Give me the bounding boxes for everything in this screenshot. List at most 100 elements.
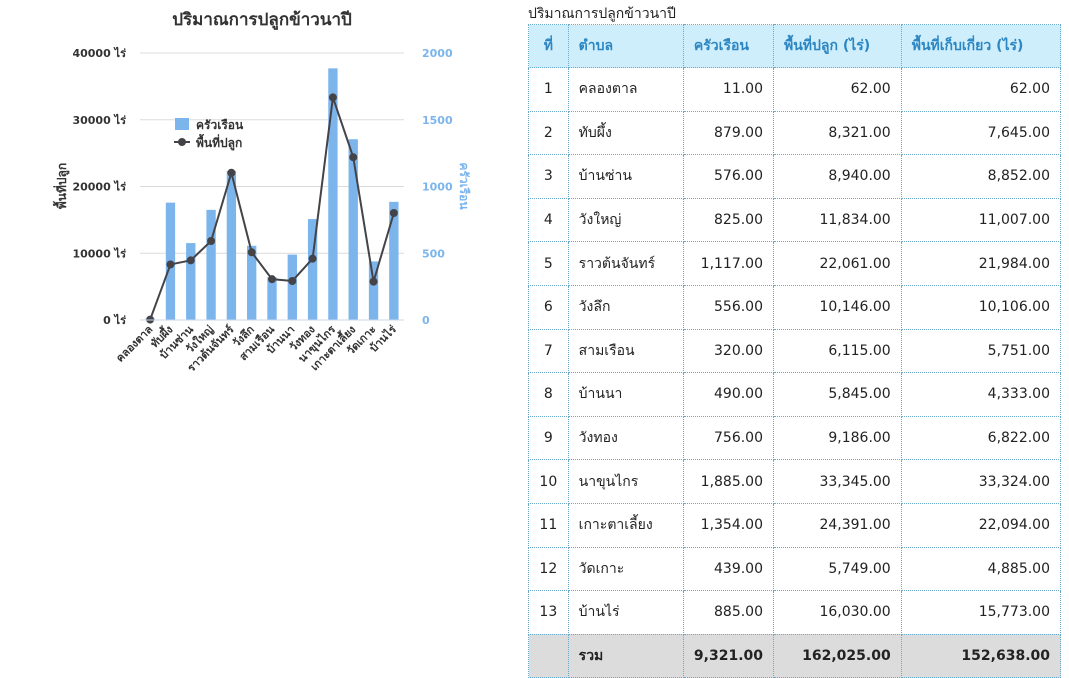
cell-planted: 11,834.00 [773, 197, 902, 243]
cell-harvested: 15,773.00 [900, 590, 1062, 635]
cell-harvested: 5,751.00 [900, 328, 1062, 374]
cell-planted: 8,940.00 [773, 154, 902, 199]
legend-line-label: พื้นที่ปลูก [196, 133, 242, 151]
cell-households: 556.00 [682, 284, 775, 330]
cell-no: 3 [528, 154, 569, 199]
bar [186, 243, 196, 320]
table-row: 3 บ้านซ่าน 576.00 8,940.00 8,852.00 [528, 154, 1062, 199]
cell-subdistrict: นาขุนไกร [567, 459, 684, 504]
cell-subdistrict: คลองตาล [567, 67, 684, 112]
cell-harvested: 6,822.00 [900, 415, 1062, 461]
right-axis-title: ครัวเรือน [457, 162, 471, 210]
cell-no [528, 633, 569, 678]
line-point [247, 248, 256, 257]
line-point [369, 277, 378, 286]
line-point [186, 256, 195, 265]
table-row: 13 บ้านไร่ 885.00 16,030.00 15,773.00 [528, 590, 1062, 635]
combo-chart: ปริมาณการปลูกข้าวนาปี 40000 ไร่ 2000 30000… [52, 9, 471, 375]
line-point [166, 260, 175, 269]
table-row: 2 ทับผึ้ง 879.00 8,321.00 7,645.00 [528, 110, 1062, 156]
line-point [328, 93, 337, 102]
line-point [349, 153, 358, 162]
cell-households: 1,117.00 [682, 241, 775, 286]
total-label: รวม [567, 633, 684, 678]
cell-no: 5 [528, 241, 569, 286]
cell-planted: 62.00 [773, 67, 902, 112]
cell-subdistrict: เกาะตาเลี้ยง [567, 502, 684, 548]
cell-subdistrict: บ้านไร่ [567, 590, 684, 635]
right-axis-tick-label: 2000 [422, 47, 453, 60]
table-row: 12 วัดเกาะ 439.00 5,749.00 4,885.00 [528, 546, 1062, 592]
cell-no: 4 [528, 197, 569, 243]
left-axis-tick-label: 0 ไร่ [103, 313, 126, 327]
bar [206, 209, 216, 320]
line-point [268, 275, 276, 284]
line-point [389, 208, 398, 217]
cell-planted: 24,391.00 [773, 502, 902, 548]
cell-subdistrict: วังลึก [567, 284, 684, 330]
cell-households: 1,354.00 [682, 502, 775, 548]
cell-subdistrict: วังใหญ่ [567, 197, 684, 243]
bar [368, 261, 379, 320]
cell-no: 9 [528, 415, 569, 461]
legend-bar-swatch [175, 118, 189, 130]
cell-no: 7 [528, 328, 569, 374]
cell-households: 439.00 [682, 546, 775, 592]
bar [287, 254, 297, 320]
cell-subdistrict: สามเรือน [567, 328, 684, 374]
cell-harvested: 4,333.00 [900, 372, 1062, 417]
line-series [146, 93, 398, 324]
legend-bar-label: ครัวเรือน [196, 118, 244, 132]
bar [226, 170, 237, 320]
table-row: 5 ราวต้นจันทร์ 1,117.00 22,061.00 21,984.00 [528, 241, 1062, 286]
cell-no: 13 [528, 590, 569, 635]
cell-harvested: 7,645.00 [900, 110, 1062, 156]
data-table: ที่ ตำบล ครัวเรือน พื้นที่ปลูก (ไร่) พื้… [528, 24, 1062, 678]
line-point [308, 254, 317, 263]
right-axis-tick-label: 1000 [422, 181, 453, 194]
table-row: 4 วังใหญ่ 825.00 11,834.00 11,007.00 [528, 197, 1062, 243]
table-total-row: รวม 9,321.00 162,025.00 152,638.00 [528, 633, 1062, 678]
cell-no: 1 [528, 67, 569, 112]
cell-households: 320.00 [682, 328, 775, 374]
cell-planted: 22,061.00 [773, 241, 902, 286]
cell-no: 2 [528, 110, 569, 156]
cell-planted: 8,321.00 [773, 110, 902, 156]
cell-planted: 5,749.00 [773, 546, 902, 592]
left-axis-tick-label: 20000 ไร่ [72, 180, 126, 194]
total-harvested: 152,638.00 [900, 633, 1062, 678]
bar [328, 68, 338, 320]
bar [247, 245, 257, 320]
cell-harvested: 22,094.00 [900, 502, 1062, 548]
cell-households: 576.00 [682, 154, 775, 199]
x-axis-labels: คลองตาลทับผึ้งบ้านซ่านวังใหญ่ราวต้นจันทร… [113, 322, 399, 375]
cell-subdistrict: บ้านนา [567, 372, 684, 417]
header-no: ที่ [528, 24, 569, 68]
cell-subdistrict: วัดเกาะ [567, 546, 684, 592]
table-row: 8 บ้านนา 490.00 5,845.00 4,333.00 [528, 372, 1062, 417]
cell-no: 11 [528, 502, 569, 548]
cell-households: 825.00 [682, 197, 775, 243]
cell-harvested: 10,106.00 [900, 284, 1062, 330]
cell-households: 756.00 [682, 415, 775, 461]
cell-harvested: 4,885.00 [900, 546, 1062, 592]
cell-households: 1,885.00 [682, 459, 775, 504]
bar [267, 277, 277, 320]
cell-planted: 16,030.00 [773, 590, 902, 635]
legend-line-marker [178, 138, 186, 146]
cell-planted: 6,115.00 [773, 328, 902, 374]
cell-subdistrict: ราวต้นจันทร์ [567, 241, 684, 286]
header-subdistrict: ตำบล [567, 24, 684, 68]
right-axis-tick-label: 0 [422, 314, 430, 327]
left-axis-title: พื้นที่ปลูก [52, 163, 70, 209]
line-point [207, 237, 216, 246]
cell-planted: 9,186.00 [773, 415, 902, 461]
cell-no: 12 [528, 546, 569, 592]
cell-no: 6 [528, 284, 569, 330]
left-axis-tick-label: 40000 ไร่ [72, 46, 126, 60]
header-households: ครัวเรือน [682, 24, 775, 68]
cell-no: 8 [528, 372, 569, 417]
total-households: 9,321.00 [682, 633, 775, 678]
cell-harvested: 21,984.00 [900, 241, 1062, 286]
total-planted: 162,025.00 [773, 633, 902, 678]
